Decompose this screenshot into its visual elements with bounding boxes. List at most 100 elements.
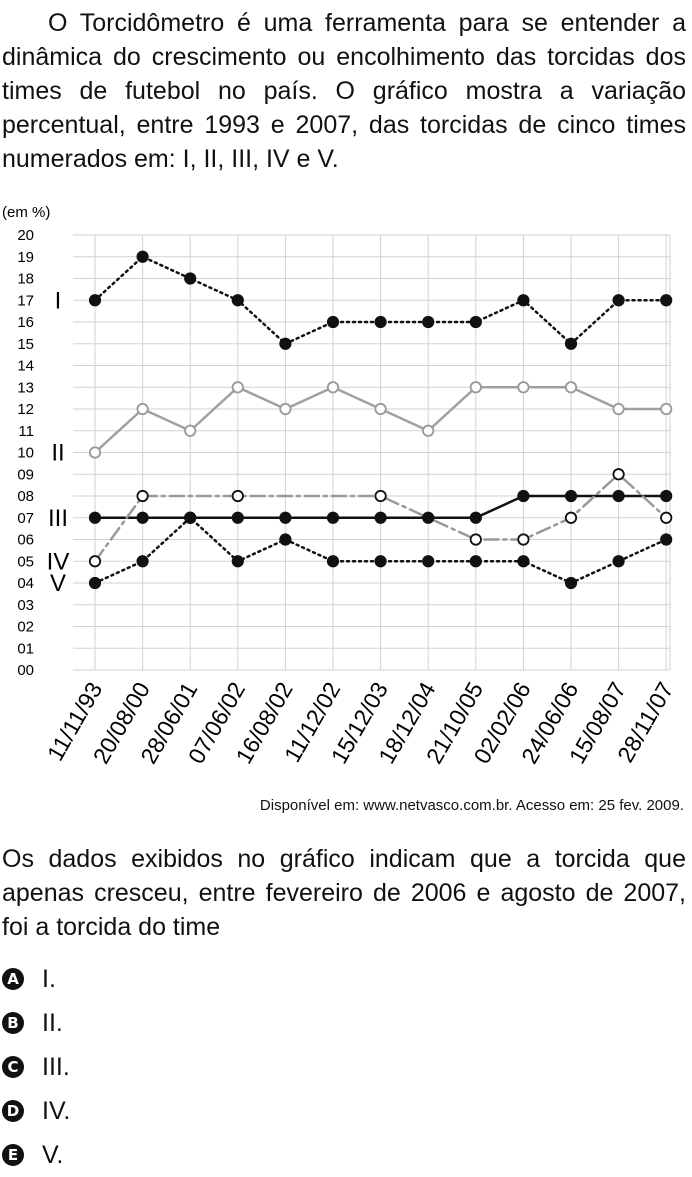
y-tick-label: 20 xyxy=(17,227,34,244)
y-tick-label: 11 xyxy=(18,423,34,440)
y-tick-label: 05 xyxy=(17,553,34,570)
option-d[interactable]: D IV. xyxy=(2,1089,70,1133)
data-point-i xyxy=(279,337,292,350)
answer-options: A I. B II. C III. D IV. E V. xyxy=(2,957,70,1177)
data-point-ii xyxy=(374,402,387,416)
y-tick-label: 14 xyxy=(17,358,34,375)
data-point-v xyxy=(612,555,625,568)
data-point-v xyxy=(326,555,340,568)
data-point-iii xyxy=(326,511,340,524)
data-point-i xyxy=(422,315,435,329)
data-point-i xyxy=(326,315,340,329)
data-point-iii xyxy=(279,511,292,524)
data-point-iii xyxy=(136,511,149,524)
option-e-text: V. xyxy=(42,1140,64,1169)
data-point-v xyxy=(660,533,673,546)
question-text: Os dados exibidos no gráfico indicam que… xyxy=(2,845,686,941)
data-point-iv xyxy=(88,555,102,568)
y-tick-label: 12 xyxy=(17,401,34,418)
option-b-badge: B xyxy=(2,1012,24,1034)
data-point-iii xyxy=(469,511,482,524)
x-tick-labels: 11/11/9320/08/0028/06/0107/06/0216/08/02… xyxy=(42,677,679,768)
data-point-ii xyxy=(184,424,197,437)
data-point-iii xyxy=(374,511,387,524)
series-label-iv: IV xyxy=(47,548,70,575)
data-point-iv xyxy=(374,489,387,503)
data-point-v xyxy=(374,555,387,568)
y-axis-label: (em %) xyxy=(2,204,50,221)
data-point-v xyxy=(88,576,102,590)
y-tick-label: 07 xyxy=(17,510,34,527)
data-point-i xyxy=(184,272,197,285)
data-point-iv xyxy=(231,489,244,503)
y-tick-labels: 00 01 02 03 04 05 06 07 08 09 10 11 12 13 14 15 16 17 18 19… xyxy=(17,227,34,679)
y-tick-label: 02 xyxy=(17,619,34,636)
series-label-i: I xyxy=(55,287,62,314)
data-point-v xyxy=(136,555,149,568)
data-point-ii xyxy=(422,424,435,437)
data-point-ii xyxy=(660,402,673,416)
data-point-ii xyxy=(326,381,340,394)
y-tick-label: 15 xyxy=(17,336,34,353)
option-a-badge: A xyxy=(2,968,24,990)
data-point-iii xyxy=(231,511,244,524)
y-tick-label: 08 xyxy=(17,488,34,505)
data-point-ii xyxy=(469,381,482,394)
y-tick-label: 09 xyxy=(17,466,34,483)
series-label-v: V xyxy=(50,570,66,597)
y-tick-label: 04 xyxy=(17,575,34,592)
option-c-text: III. xyxy=(42,1052,70,1081)
line-chart: 00 01 02 03 04 05 06 07 08 09 10 11 12 13 14 15 16 17 18 19… xyxy=(2,204,679,768)
y-tick-label: 06 xyxy=(17,532,34,549)
option-e-badge: E xyxy=(2,1144,24,1166)
option-e[interactable]: E V. xyxy=(2,1133,70,1177)
data-point-iv xyxy=(469,533,482,546)
data-point-ii xyxy=(517,381,530,394)
data-point-v xyxy=(184,511,197,524)
data-point-v xyxy=(279,533,292,546)
data-point-iv xyxy=(660,511,673,524)
data-point-iii xyxy=(564,489,578,503)
chart-grid xyxy=(73,234,671,671)
y-tick-label: 13 xyxy=(17,379,34,396)
data-point-iii xyxy=(612,489,625,503)
data-point-ii xyxy=(136,402,149,416)
intro-paragraph: O Torcidômetro é uma ferramenta para se … xyxy=(2,9,686,173)
y-tick-label: 16 xyxy=(17,314,34,331)
y-tick-label: 10 xyxy=(17,445,34,462)
y-tick-label: 18 xyxy=(17,271,34,288)
data-point-iv xyxy=(517,533,530,546)
y-tick-label: 03 xyxy=(17,597,34,614)
option-b[interactable]: B II. xyxy=(2,1001,70,1045)
option-c-badge: C xyxy=(2,1056,24,1078)
y-tick-label: 00 xyxy=(17,662,34,679)
data-point-ii xyxy=(231,381,244,394)
data-point-iii xyxy=(88,511,102,524)
data-point-i xyxy=(136,250,149,263)
data-point-ii xyxy=(612,402,625,416)
data-point-ii xyxy=(88,446,102,459)
data-point-iii xyxy=(422,511,435,524)
option-a-text: I. xyxy=(42,964,56,993)
y-tick-label: 17 xyxy=(17,292,34,309)
data-point-i xyxy=(660,294,673,307)
data-point-iv xyxy=(136,489,149,503)
data-point-iii xyxy=(660,489,673,503)
data-point-i xyxy=(231,294,244,307)
data-point-iii xyxy=(517,489,530,503)
y-tick-label: 01 xyxy=(17,640,34,657)
series-label-iii: III xyxy=(48,505,68,532)
series-label-ii: II xyxy=(51,440,64,467)
data-point-i xyxy=(469,315,482,329)
series-points xyxy=(88,250,673,590)
data-point-i xyxy=(517,294,530,307)
option-a[interactable]: A I. xyxy=(2,957,70,1001)
data-point-iv xyxy=(564,511,578,524)
y-tick-label: 19 xyxy=(17,249,34,266)
data-point-i xyxy=(374,315,387,329)
option-d-badge: D xyxy=(2,1100,24,1122)
data-point-v xyxy=(564,576,578,590)
option-c[interactable]: C III. xyxy=(2,1045,70,1089)
data-point-ii xyxy=(279,402,292,416)
